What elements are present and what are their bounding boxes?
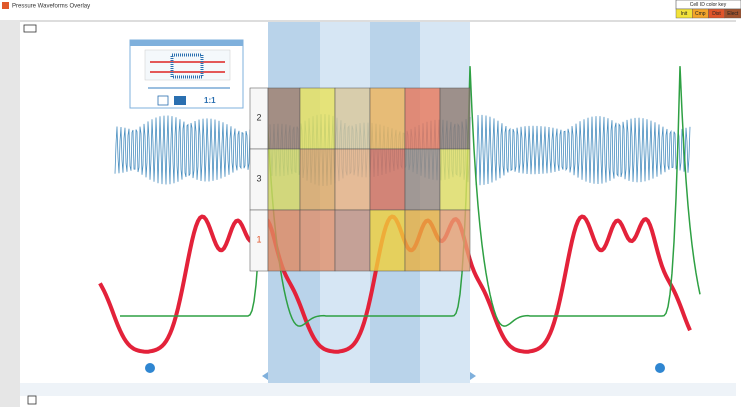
row-label: 1 <box>256 234 261 244</box>
time-axis-strip <box>20 383 736 396</box>
color-key-label: Cmp <box>695 11 706 17</box>
heatmap-cell <box>299 87 336 150</box>
heatmap-cell <box>439 148 471 211</box>
heatmap-cell <box>404 87 441 150</box>
toolbar-button[interactable] <box>23 24 37 33</box>
heatmap-cell <box>267 87 301 150</box>
heatmap-cell <box>334 148 371 211</box>
corner-button[interactable] <box>27 395 37 405</box>
top-border <box>20 20 736 22</box>
inset-preview <box>144 49 231 81</box>
heatmap-cell <box>334 209 371 272</box>
row-label: 2 <box>256 112 261 122</box>
inset-title-bar <box>130 40 243 46</box>
heatmap-cell <box>334 87 371 150</box>
color-key-title: Cell ID color key <box>690 2 727 8</box>
zoom-ratio[interactable]: 1:1 <box>204 96 216 105</box>
heatmap-cell <box>439 87 471 150</box>
heatmap-cell <box>404 209 441 272</box>
app-icon <box>2 2 9 9</box>
heatmap-cell <box>267 209 301 272</box>
heatmap-cell <box>439 209 471 272</box>
heatmap-cell <box>369 87 406 150</box>
zoom-tool[interactable] <box>157 95 169 106</box>
inset-red-trace <box>150 61 225 73</box>
color-key-label: Init <box>681 11 688 17</box>
heatmap-cell <box>299 209 336 272</box>
pan-tool[interactable] <box>174 96 186 105</box>
window-title: Pressure Waveforms Overlay <box>12 4 90 10</box>
heatmap-cell <box>369 209 406 272</box>
color-key-label: Elect <box>727 11 739 17</box>
left-strip <box>0 20 20 407</box>
marker[interactable] <box>655 363 665 373</box>
color-key-label: Dist <box>712 11 721 17</box>
pressure-trace-green <box>120 66 701 327</box>
heatmap-cell <box>369 148 406 211</box>
marker[interactable] <box>145 363 155 373</box>
color-key-cell <box>724 8 741 19</box>
heatmap-cell <box>404 148 441 211</box>
heatmap: 2 3 1 <box>249 87 471 272</box>
inset-blue-trace <box>170 53 204 79</box>
heatmap-cell <box>299 148 336 211</box>
row-label: 3 <box>256 173 261 183</box>
heatmap-cell <box>267 148 301 211</box>
inset-panel: 1:1 <box>129 39 244 109</box>
